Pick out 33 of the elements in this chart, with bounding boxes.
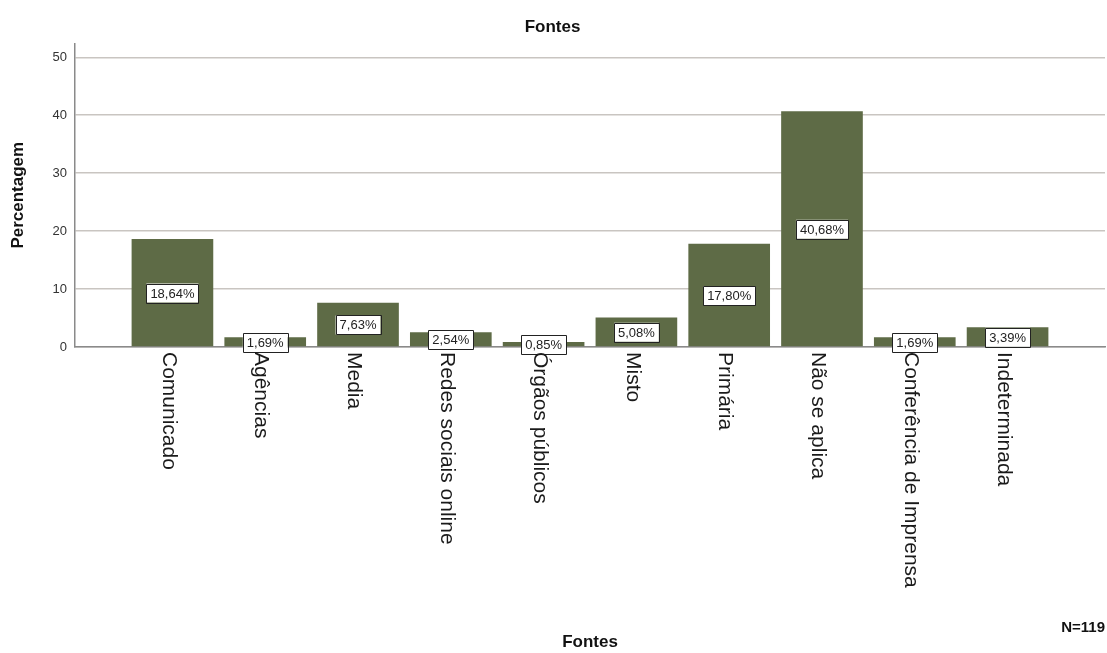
x-tick-label: Conferência de Imprensa [900, 352, 924, 589]
data-label: 1,69% [896, 334, 934, 350]
data-label: 5,08% [617, 324, 656, 340]
y-tick-label: 10 [52, 280, 67, 296]
x-tick-label: Comunicado [158, 352, 182, 470]
data-label: 3,39% [989, 329, 1027, 345]
bar [688, 243, 771, 347]
y-tick-label: 50 [52, 48, 67, 64]
x-tick-label: Agências [251, 352, 275, 439]
data-label: 18,64% [150, 285, 195, 301]
x-tick-label: Primária [715, 352, 739, 431]
y-axis-title: Percentagem [7, 141, 27, 249]
x-tick-label: Redes sociais online [437, 352, 461, 545]
y-tick-label: 40 [52, 106, 67, 122]
x-axis-title: Fontes [562, 632, 618, 652]
y-tick-label: 20 [52, 222, 67, 238]
x-tick-label: Media [344, 352, 368, 410]
x-tick-label: Misto [622, 352, 646, 403]
y-tick-label: 30 [52, 164, 67, 180]
y-tick-label: 0 [59, 338, 67, 354]
text: N=119 [1061, 618, 1105, 636]
data-label: 2,54% [432, 332, 470, 348]
data-label: 17,80% [707, 288, 752, 304]
bar [781, 111, 863, 347]
x-tick-label: Não se aplica [808, 352, 832, 480]
bar [131, 239, 214, 347]
x-tick-label: Indeterminada [993, 352, 1017, 487]
data-label: 40,68% [799, 221, 845, 237]
data-label: 0,85% [525, 337, 563, 353]
data-label: 7,63% [339, 317, 377, 333]
data-label: 1,69% [246, 334, 285, 350]
x-tick-label: Órgãos públicos [529, 352, 553, 504]
chart-title: Fontes [524, 16, 581, 36]
